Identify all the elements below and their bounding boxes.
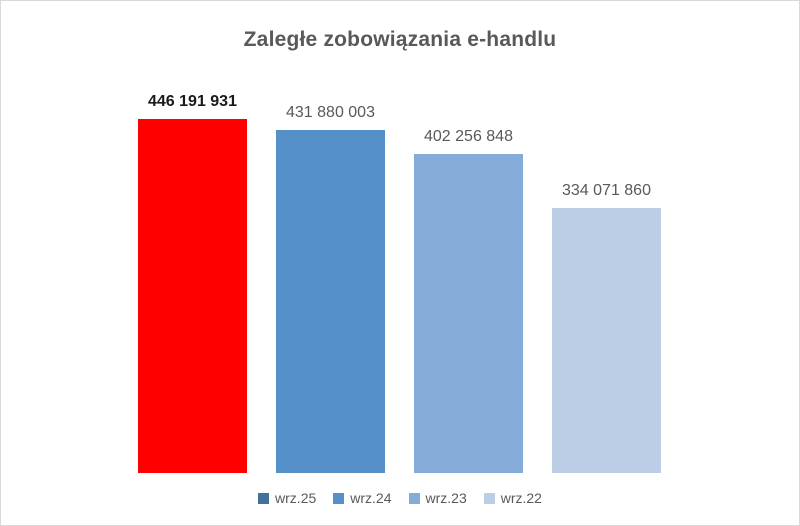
bar-wrz.25 xyxy=(138,119,247,473)
legend-item-wrz.24: wrz.24 xyxy=(333,490,392,506)
legend-item-wrz.23: wrz.23 xyxy=(408,490,467,506)
legend-swatch-icon xyxy=(258,492,270,504)
legend-item-wrz.25: wrz.25 xyxy=(258,491,316,505)
bar-wrz.24 xyxy=(276,130,385,473)
chart-title: Zaległe zobowiązania e-handlu xyxy=(243,28,557,51)
bar-wrz.22 xyxy=(552,208,661,473)
legend-swatch-icon xyxy=(483,492,495,504)
bar-wrz.23 xyxy=(414,154,523,473)
bar-value-label: 431 880 003 xyxy=(286,104,375,121)
legend: wrz.25 wrz.24 wrz.23 wrz.22 xyxy=(1,491,799,505)
legend-label: wrz.24 xyxy=(350,490,392,506)
legend-label: wrz.25 xyxy=(275,490,317,506)
legend-swatch-icon xyxy=(408,492,420,504)
legend-swatch-icon xyxy=(333,492,345,504)
bar-value-label: 402 256 848 xyxy=(424,128,513,145)
bar-value-label: 446 191 931 xyxy=(148,93,237,110)
legend-item-wrz.22: wrz.22 xyxy=(483,490,542,506)
legend-label: wrz.22 xyxy=(500,490,542,506)
legend-label: wrz.23 xyxy=(425,490,467,506)
bar-value-label: 334 071 860 xyxy=(562,182,651,199)
